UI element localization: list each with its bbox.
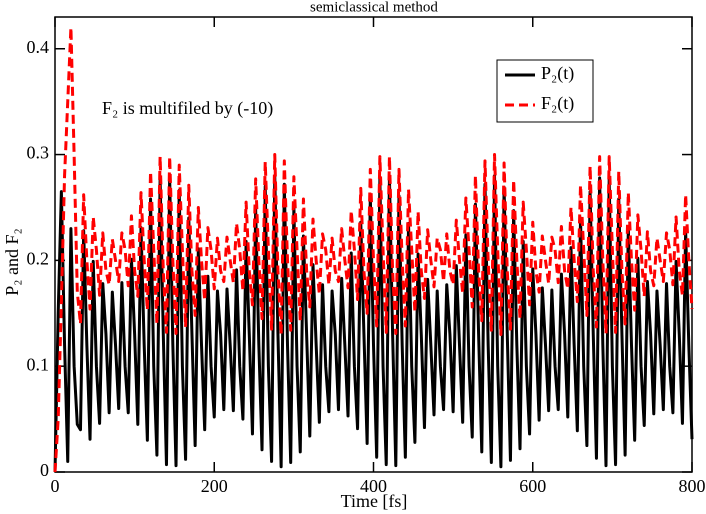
x-tick-label: 600	[519, 476, 546, 496]
y-tick-label: 0	[40, 460, 49, 480]
legend-label: F₂(t)	[541, 93, 574, 114]
chart-title: semiclassical method	[310, 0, 438, 15]
series-line	[53, 174, 694, 473]
legend-label: P₂(t)	[541, 63, 574, 84]
y-tick-label: 0.2	[27, 248, 50, 268]
y-axis-label: P₂ and F₂	[2, 228, 22, 296]
y-tick-label: 0.3	[27, 143, 50, 163]
x-tick-label: 800	[679, 476, 706, 496]
x-axis-label: Time [fs]	[341, 491, 408, 511]
annotation: F₂ is multifiled by (-10)	[102, 98, 273, 119]
x-tick-label: 200	[201, 476, 228, 496]
legend-box	[496, 59, 594, 123]
y-tick-label: 0.4	[27, 37, 50, 57]
series-line	[53, 26, 694, 473]
y-tick-label: 0.1	[27, 354, 50, 374]
x-tick-label: 400	[360, 476, 387, 496]
x-tick-label: 0	[51, 476, 60, 496]
